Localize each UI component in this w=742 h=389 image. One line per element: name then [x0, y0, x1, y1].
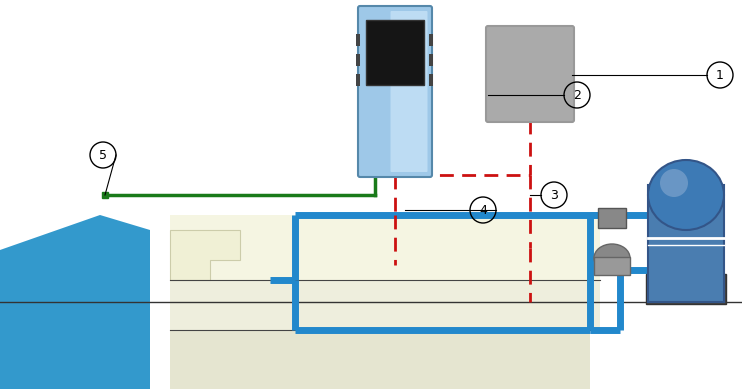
Ellipse shape	[660, 169, 688, 197]
Text: 3: 3	[550, 189, 558, 202]
FancyBboxPatch shape	[170, 330, 590, 389]
FancyBboxPatch shape	[429, 74, 433, 86]
FancyBboxPatch shape	[390, 11, 427, 172]
Polygon shape	[0, 215, 150, 389]
FancyBboxPatch shape	[356, 74, 360, 86]
FancyBboxPatch shape	[486, 26, 574, 122]
Text: 5: 5	[99, 149, 107, 161]
FancyBboxPatch shape	[429, 54, 433, 66]
Text: 4: 4	[479, 203, 487, 217]
FancyBboxPatch shape	[356, 54, 360, 66]
Ellipse shape	[648, 160, 724, 230]
Polygon shape	[170, 230, 240, 280]
FancyBboxPatch shape	[356, 34, 360, 46]
FancyBboxPatch shape	[598, 208, 626, 228]
FancyBboxPatch shape	[648, 185, 724, 302]
FancyBboxPatch shape	[429, 34, 433, 46]
FancyBboxPatch shape	[594, 257, 630, 275]
Ellipse shape	[594, 244, 630, 272]
FancyBboxPatch shape	[646, 274, 726, 304]
Text: 1: 1	[716, 68, 724, 82]
FancyBboxPatch shape	[358, 6, 432, 177]
FancyBboxPatch shape	[366, 20, 424, 85]
Text: 2: 2	[573, 89, 581, 102]
FancyBboxPatch shape	[170, 215, 600, 280]
FancyBboxPatch shape	[170, 280, 600, 330]
